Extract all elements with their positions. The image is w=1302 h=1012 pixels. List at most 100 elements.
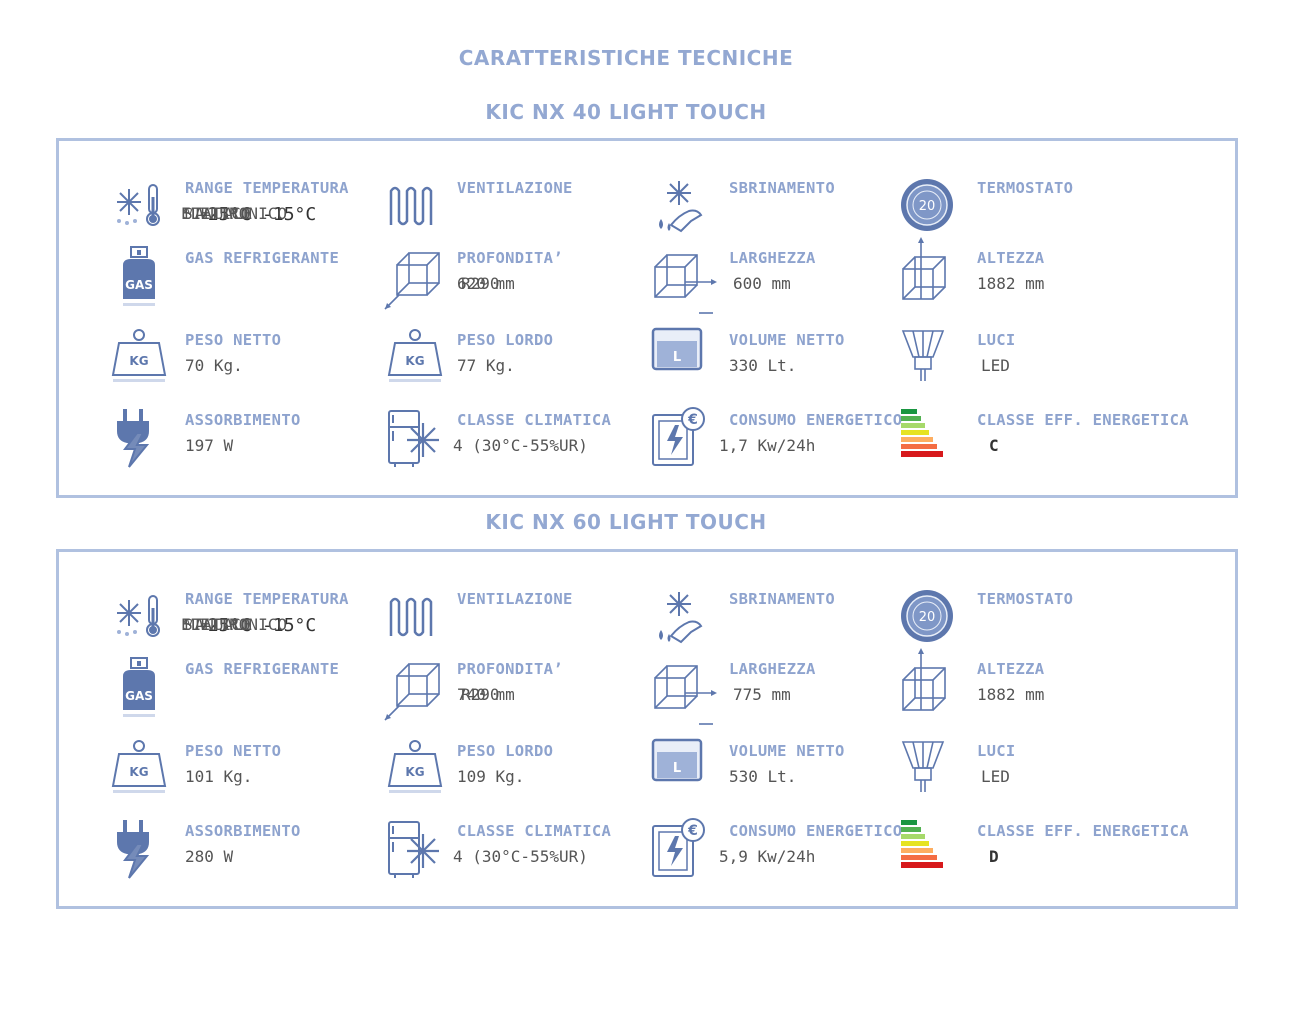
volume-icon: L — [651, 327, 711, 391]
spec-panel-kic-nx-60: RANGE TEMPERATURA -25°C -15°C VENTILAZION… — [56, 549, 1238, 909]
spec-label: PESO NETTO — [185, 742, 282, 760]
spec-label: GAS REFRIGERANTE — [185, 249, 340, 267]
energy-consumption-icon: € — [651, 818, 711, 882]
spec-label: ALTEZZA — [977, 249, 1045, 267]
spec-defrost-hand: SBRINAMENTO MANUALE — [185, 586, 941, 658]
spec-energy-class: CLASSE EFF. ENERGETICA C — [897, 407, 1189, 479]
spec-value: 4 (30°C-55%UR) — [453, 847, 588, 866]
spec-value: -25°C -15°C — [197, 615, 317, 636]
spec-value: C — [989, 436, 999, 455]
spec-volume: L VOLUME NETTO 330 Lt. — [651, 327, 941, 399]
spec-value: R290 — [461, 685, 500, 704]
spec-net-weight: KG PESO NETTO 70 Kg. — [109, 327, 399, 399]
svg-text:KG: KG — [405, 765, 424, 779]
spec-value: 1882 mm — [977, 274, 1045, 293]
spec-label: LARGHEZZA — [729, 660, 816, 678]
spec-label: ASSORBIMENTO — [185, 411, 301, 429]
spec-value: 109 Kg. — [457, 767, 525, 786]
spec-label: TERMOSTATO — [977, 179, 1074, 197]
thermostat-icon: 20 — [897, 586, 957, 650]
climate-fridge-icon — [385, 407, 445, 471]
spec-label: SBRINAMENTO — [729, 179, 835, 197]
spec-height-cube: ALTEZZA 1882 mm — [897, 237, 1187, 317]
gross-weight-icon: KG — [385, 738, 445, 802]
spec-climate-fridge: CLASSE CLIMATICA 4 (30°C-55%UR) — [385, 818, 675, 890]
spec-value: LED — [981, 767, 1010, 786]
svg-text:L: L — [673, 350, 681, 365]
thermometer-snowflake-icon — [109, 586, 169, 650]
led-bulb-icon — [897, 738, 957, 802]
svg-text:KG: KG — [129, 354, 148, 368]
spec-value: -25°C -15°C — [197, 204, 317, 225]
spec-value: 4 (30°C-55%UR) — [453, 436, 588, 455]
svg-text:KG: KG — [129, 765, 148, 779]
spec-gross-weight: KG PESO LORDO 77 Kg. — [385, 327, 675, 399]
spec-value: MANUALE — [185, 204, 253, 223]
spec-value: 620 mm — [457, 274, 515, 293]
spec-label: VOLUME NETTO — [729, 742, 845, 760]
spec-label: PESO NETTO — [185, 331, 282, 349]
energy-class-icon — [897, 407, 957, 471]
spec-value: 600 mm — [733, 274, 791, 293]
depth-cube-icon — [384, 245, 445, 310]
spec-volume: L VOLUME NETTO 530 Lt. — [651, 738, 941, 810]
spec-label: PROFONDITA’ — [457, 660, 563, 678]
spec-width-cube: LARGHEZZA 775 mm — [651, 656, 941, 728]
power-plug-icon — [109, 407, 169, 471]
ventilation-coil-icon — [385, 175, 445, 239]
spec-value: MANUALE — [185, 615, 253, 634]
power-plug-icon — [109, 818, 169, 882]
spec-climate-fridge: CLASSE CLIMATICA 4 (30°C-55%UR) — [385, 407, 675, 479]
spec-thermometer-snowflake: RANGE TEMPERATURA -25°C -15°C — [109, 175, 399, 247]
spec-power-plug: ASSORBIMENTO 197 W — [109, 407, 399, 479]
spec-energy-class: CLASSE EFF. ENERGETICA D — [897, 818, 1189, 890]
svg-text:€: € — [687, 823, 698, 839]
gross-weight-icon: KG — [385, 327, 445, 391]
page-title: CARATTERISTICHE TECNICHE — [458, 46, 794, 70]
spec-label: LUCI — [977, 742, 1016, 760]
spec-ventilation-coil: VENTILAZIONE STATICO — [183, 586, 675, 658]
spec-label: SBRINAMENTO — [729, 590, 835, 608]
spec-power-plug: ASSORBIMENTO 280 W — [109, 818, 399, 890]
energy-class-icon — [897, 818, 957, 882]
spec-value: 530 Lt. — [729, 767, 797, 786]
svg-text:GAS: GAS — [125, 278, 153, 292]
spec-thermometer-snowflake: RANGE TEMPERATURA -25°C -15°C — [109, 586, 399, 658]
spec-label: CLASSE EFF. ENERGETICA — [977, 411, 1189, 429]
spec-value: 775 mm — [733, 685, 791, 704]
spec-label: PESO LORDO — [457, 331, 554, 349]
spec-ventilation-coil: VENTILAZIONE STATICO — [183, 175, 675, 247]
spec-label: CLASSE CLIMATICA — [457, 822, 612, 840]
spec-depth-cube: PROFONDITA’ 740 mm — [384, 656, 675, 728]
spec-led-bulb: LUCI LED — [897, 738, 1187, 810]
spec-gas-cylinder: GAS GAS REFRIGERANTE R290 — [109, 656, 500, 728]
depth-cube-icon — [384, 656, 445, 721]
spec-value: D — [989, 847, 999, 866]
spec-label: CONSUMO ENERGETICO — [729, 411, 903, 429]
spec-value: 280 W — [185, 847, 234, 866]
svg-text:GAS: GAS — [125, 689, 153, 703]
height-cube-icon — [897, 237, 957, 309]
spec-label: LARGHEZZA — [729, 249, 816, 267]
spec-gas-cylinder: GAS GAS REFRIGERANTE R290 — [109, 245, 500, 317]
climate-fridge-icon — [385, 818, 445, 882]
spec-height-cube: ALTEZZA 1882 mm — [897, 648, 1187, 728]
spec-value: 197 W — [185, 436, 234, 455]
svg-text:20: 20 — [919, 610, 936, 625]
spec-value: ELETTRONICO — [181, 615, 287, 634]
height-cube-icon — [897, 648, 957, 720]
spec-label: VOLUME NETTO — [729, 331, 845, 349]
volume-icon: L — [651, 738, 711, 802]
defrost-hand-icon — [651, 175, 711, 239]
spec-thermostat: 20 TERMOSTATO ELETTRONICO — [181, 586, 1187, 658]
spec-thermostat: 20 TERMOSTATO ELETTRONICO — [181, 175, 1187, 247]
spec-value: 1882 mm — [977, 685, 1045, 704]
spec-led-bulb: LUCI LED — [897, 327, 1187, 399]
spec-depth-cube: PROFONDITA’ 620 mm — [384, 245, 675, 317]
spec-net-weight: KG PESO NETTO 101 Kg. — [109, 738, 399, 810]
spec-panel-kic-nx-40: RANGE TEMPERATURA -25°C -15°C VENTILAZION… — [56, 138, 1238, 498]
spec-label: RANGE TEMPERATURA — [185, 590, 349, 608]
gas-cylinder-icon: GAS — [109, 245, 169, 309]
spec-label: CLASSE CLIMATICA — [457, 411, 612, 429]
thermostat-icon: 20 — [897, 175, 957, 239]
